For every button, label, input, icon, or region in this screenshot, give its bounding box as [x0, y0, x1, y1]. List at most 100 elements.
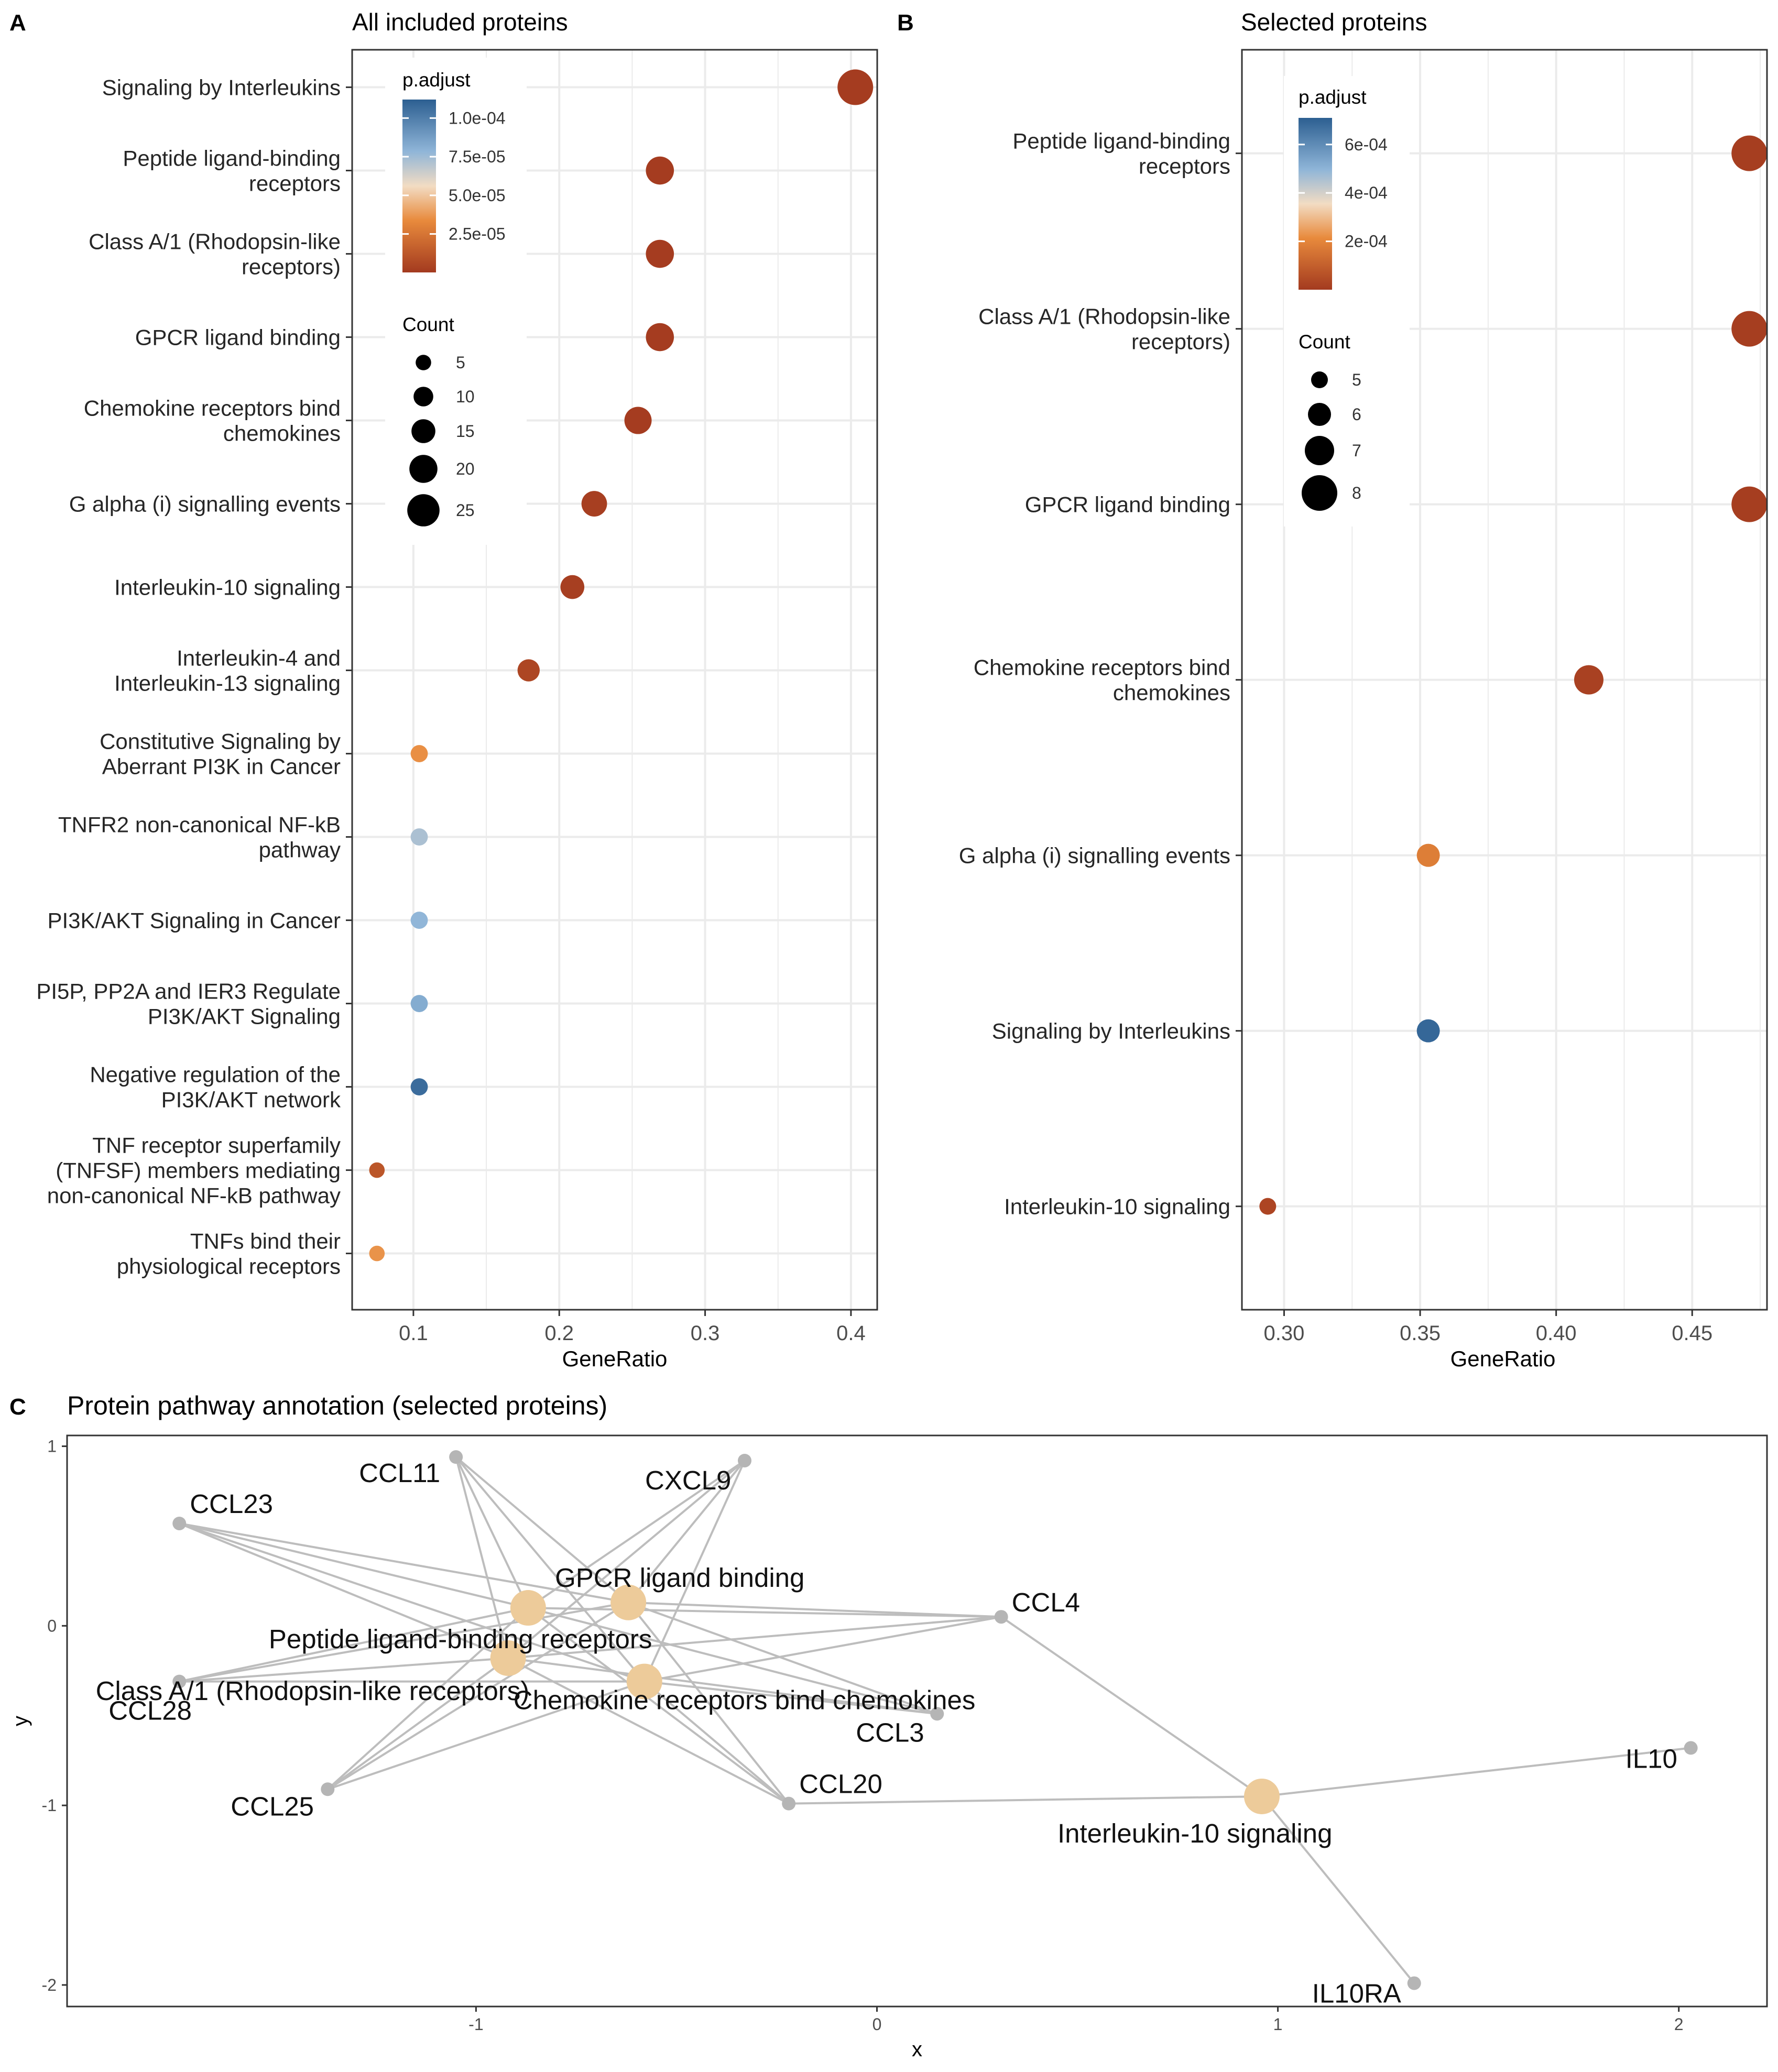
panel-c-frame	[66, 1434, 1768, 2008]
panel-a-points	[369, 69, 874, 1262]
panelA-y-category-label: G alpha (i) signalling events	[69, 492, 341, 517]
panelB-size-legend-label: 5	[1352, 370, 1361, 389]
panelB-y-category-label: Class A/1 (Rhodopsin-like	[978, 304, 1230, 329]
panelA-size-legend-label: 5	[456, 353, 465, 372]
panelB-y-category-label: Chemokine receptors bind	[974, 655, 1230, 680]
panelA-data-point	[410, 828, 428, 846]
panelA-x-tick-label: 0.4	[836, 1322, 866, 1345]
panelB-y-category-label: GPCR ligand binding	[1025, 492, 1230, 517]
panelA-y-category-label: TNFs bind their	[190, 1229, 341, 1254]
pathway-node	[626, 1663, 662, 1700]
panelB-y-category-label: G alpha (i) signalling events	[959, 843, 1230, 868]
network-node-label: Peptide ligand-binding receptors	[269, 1624, 652, 1654]
panel-b-color-legend-title: p.adjust	[1299, 86, 1367, 108]
gene-node	[738, 1453, 752, 1467]
network-labels: GPCR ligand binding Peptide ligand-bindin…	[96, 1458, 1677, 2008]
panelA-data-point	[837, 69, 874, 105]
panel-b-plot: p.adjust 6e-04 4e-04 2e-04 Count 5 6 7 8 Pept…	[959, 49, 1768, 1371]
panelB-colorbar-tick-label: 6e-04	[1345, 135, 1388, 154]
network-edge	[789, 1795, 1262, 1805]
panelA-data-point	[646, 239, 674, 268]
panelA-y-category-label: physiological receptors	[117, 1254, 341, 1279]
panelA-data-point	[560, 575, 585, 599]
pathway-node	[610, 1584, 647, 1620]
panel-c-x-ticks: -1 0 1 2	[468, 2007, 1684, 2034]
network-edge	[179, 1522, 645, 1683]
panelA-data-point	[369, 1162, 385, 1178]
panel-c-y-tick-label: 1	[47, 1437, 57, 1456]
network-node-label: CCL28	[108, 1696, 192, 1726]
network-edge	[179, 1601, 629, 1683]
panelB-y-category-label: receptors	[1139, 154, 1230, 179]
panelA-y-category-label: pathway	[259, 838, 341, 862]
network-edge	[644, 1680, 937, 1715]
network-node-label: Interleukin-10 signaling	[1057, 1818, 1332, 1848]
panel-b-points	[1259, 135, 1768, 1215]
gene-node	[172, 1674, 187, 1689]
panelB-size-legend-label: 8	[1352, 484, 1361, 502]
panelA-size-legend-label: 10	[456, 387, 475, 406]
network-edge	[327, 1657, 509, 1790]
network-node-label: CCL3	[856, 1717, 924, 1747]
panelB-data-point	[1259, 1198, 1277, 1215]
network-edge	[508, 1616, 1001, 1660]
panelA-colorbar-tick-label: 7.5e-05	[449, 147, 506, 166]
network-edge	[643, 1681, 790, 1805]
panelA-data-point	[624, 407, 652, 434]
network-edge	[1261, 1747, 1691, 1797]
network-edge	[179, 1522, 509, 1659]
panel-a-title: All included proteins	[352, 8, 568, 36]
panel-c-x-tick-label: 1	[1273, 2015, 1283, 2034]
panelA-size-legend-dot	[409, 455, 438, 483]
panelA-y-category-label: Negative regulation of the	[90, 1062, 341, 1087]
network-edge	[508, 1657, 937, 1715]
gene-node	[1407, 1976, 1421, 1990]
panelA-data-point	[369, 1245, 385, 1262]
network-node-label: CCL4	[1012, 1587, 1080, 1617]
panelA-y-category-label: (TNFSF) members mediating	[56, 1158, 341, 1183]
panelB-colorbar-tick-label: 4e-04	[1345, 183, 1388, 202]
network-nodes	[172, 1450, 1698, 1990]
panelB-data-point	[1416, 1019, 1440, 1043]
panel-c-y-ticks: 1 0 -1 -2	[42, 1437, 67, 1994]
panelA-data-point	[646, 323, 674, 352]
panel-c-x-tick-label: -1	[468, 2015, 483, 2034]
panelA-y-category-label: PI3K/AKT Signaling in Cancer	[47, 908, 341, 933]
gene-node	[449, 1450, 463, 1464]
panelA-data-point	[646, 156, 674, 185]
panelB-y-category-label: Peptide ligand-binding	[1012, 129, 1230, 154]
panel-b-size-legend-title: Count	[1299, 331, 1350, 353]
panelA-y-category-label: Aberrant PI3K in Cancer	[102, 754, 341, 779]
panelA-y-category-label: TNF receptor superfamily	[92, 1133, 341, 1158]
panelA-y-category-label: receptors)	[242, 255, 341, 279]
panel-c-x-tick-label: 2	[1674, 2015, 1684, 2034]
panel-b-colorbar	[1299, 118, 1332, 290]
panelB-x-tick-label: 0.40	[1536, 1322, 1577, 1345]
network-edge	[527, 1460, 746, 1609]
panel-b-x-axis-label: GeneRatio	[1450, 1346, 1556, 1371]
network-node-label: CCL20	[799, 1769, 882, 1799]
panel-a-plot: p.adjust 1.0e-04 7.5e-05 5.0e-05 2.5e-05 Co…	[36, 49, 878, 1371]
panel-a-colorbar	[402, 100, 436, 272]
network-edge	[327, 1680, 645, 1791]
gene-node	[782, 1796, 796, 1811]
panelA-colorbar-tick-label: 5.0e-05	[449, 186, 506, 205]
panel-a-x-ticks: 0.1 0.2 0.3 0.4	[399, 1310, 866, 1345]
network-node-label: CCL11	[359, 1458, 440, 1488]
panelA-size-legend-dot	[413, 387, 433, 407]
panel-c-title: Protein pathway annotation (selected pro…	[67, 1391, 607, 1420]
panelB-data-point	[1731, 486, 1768, 522]
network-edge	[527, 1607, 790, 1805]
panel-a-letter: A	[9, 10, 26, 36]
panelB-x-tick-label: 0.35	[1400, 1322, 1441, 1345]
panelA-x-tick-label: 0.1	[399, 1322, 428, 1345]
panelA-x-tick-label: 0.3	[691, 1322, 720, 1345]
panelB-size-legend-dot	[1308, 403, 1331, 426]
panel-c-letter: C	[9, 1394, 26, 1420]
network-edge	[507, 1657, 790, 1805]
panelB-size-legend-label: 6	[1352, 405, 1361, 424]
panelB-size-legend-dot	[1305, 436, 1334, 465]
panelA-y-category-label: Interleukin-4 and	[177, 646, 341, 671]
panel-c-y-axis-label: y	[9, 1716, 32, 1726]
